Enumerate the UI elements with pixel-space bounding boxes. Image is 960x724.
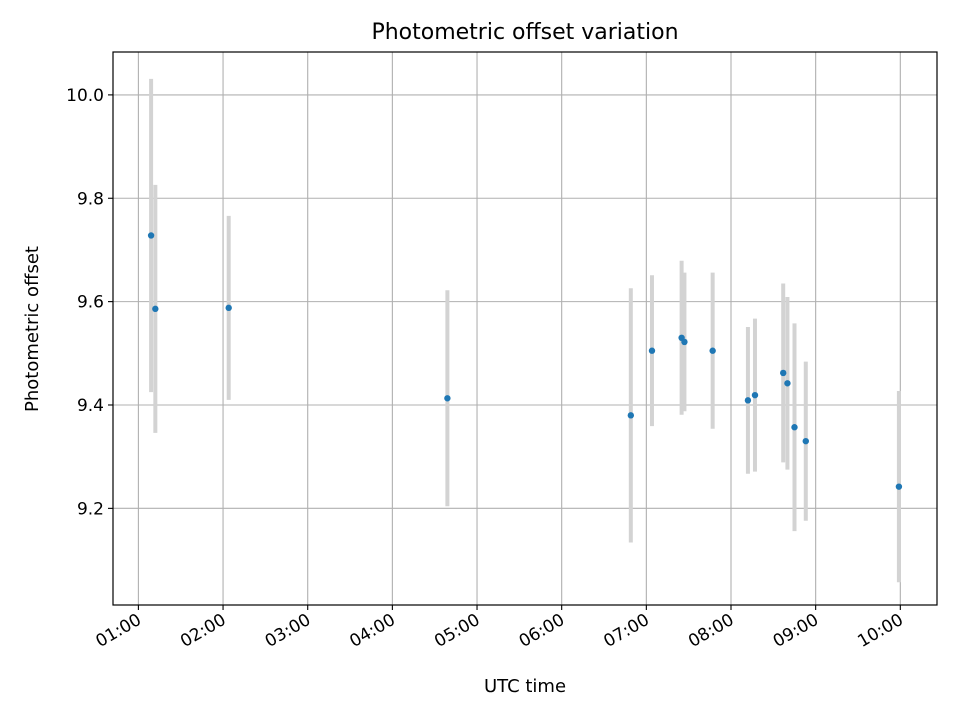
data-point — [444, 395, 451, 402]
data-points — [147, 232, 903, 490]
y-axis-label: Photometric offset — [22, 246, 43, 412]
plot-frame — [112, 51, 938, 606]
data-point — [147, 232, 155, 239]
data-point — [895, 483, 903, 490]
data-point — [751, 391, 759, 399]
data-point — [791, 424, 798, 431]
y-tick-label: 9.6 — [77, 293, 104, 313]
y-tick-label: 9.8 — [77, 189, 104, 209]
chart-title: Photometric offset variation — [371, 20, 678, 45]
x-axis-label: UTC time — [484, 676, 566, 697]
y-tick-label: 10.0 — [66, 86, 104, 106]
data-point — [152, 305, 159, 313]
data-point — [802, 437, 809, 445]
y-axis-ticks: 9.2 9.4 9.6 9.8 10.0 — [66, 86, 113, 519]
data-point — [784, 380, 791, 387]
data-point — [709, 347, 716, 354]
y-tick-label: 9.4 — [77, 396, 104, 416]
data-point — [681, 338, 688, 346]
y-tick-label: 9.2 — [77, 499, 104, 519]
data-point — [780, 369, 787, 377]
data-point — [744, 397, 752, 404]
data-point — [627, 412, 635, 419]
data-point — [225, 304, 232, 312]
data-point — [648, 347, 656, 354]
